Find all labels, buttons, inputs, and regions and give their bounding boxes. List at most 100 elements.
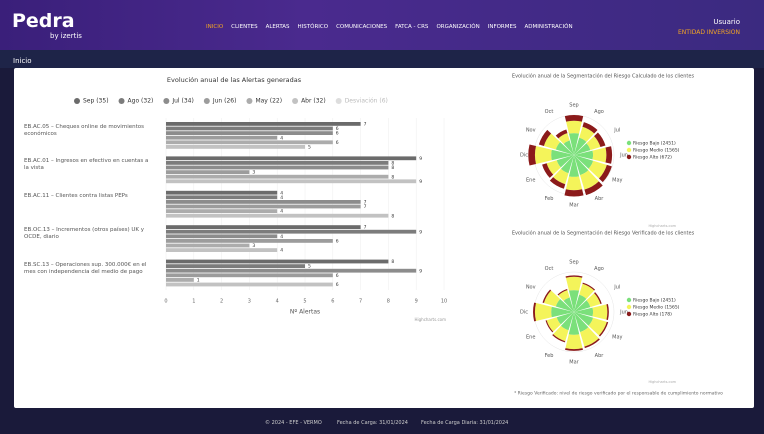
user[interactable]: Usuario bbox=[713, 18, 740, 26]
legend-item[interactable]: Riesgo Bajo (2451) bbox=[633, 298, 676, 304]
bar bbox=[166, 195, 278, 200]
footer-text: Fecha de Carga Diaria: 31/01/2024 bbox=[421, 420, 509, 426]
bar bbox=[166, 200, 361, 204]
data-label: 9 bbox=[419, 229, 422, 235]
bar bbox=[166, 204, 361, 209]
legend-item[interactable]: Riesgo Alto (178) bbox=[633, 312, 672, 318]
nav-item[interactable]: INFORMES bbox=[487, 24, 517, 30]
legend-item[interactable]: May (22) bbox=[255, 98, 282, 105]
legend-item[interactable]: Abr (32) bbox=[301, 98, 326, 105]
axis-label: Ene bbox=[526, 178, 535, 184]
bar bbox=[166, 248, 278, 252]
polar-segment bbox=[574, 155, 594, 169]
data-label: 8 bbox=[391, 174, 394, 180]
legend-item[interactable]: Jul (34) bbox=[171, 98, 193, 105]
polar-segment bbox=[545, 320, 554, 333]
polar-segment bbox=[534, 146, 552, 164]
legend-symbol bbox=[292, 98, 299, 104]
polar-segment bbox=[555, 129, 568, 139]
polar-segment bbox=[574, 307, 594, 317]
axis-label: Nov bbox=[526, 285, 536, 291]
footer bbox=[0, 408, 764, 434]
nav-item[interactable]: FATCA - CRS bbox=[395, 24, 429, 30]
axis-label: May bbox=[612, 335, 622, 341]
polar-segment bbox=[553, 325, 569, 342]
polar-segment bbox=[565, 334, 583, 350]
polar-segment bbox=[594, 132, 606, 148]
credit: Highcharts.com bbox=[415, 317, 447, 322]
polar-segment bbox=[588, 160, 607, 179]
legend-symbol bbox=[626, 147, 632, 153]
nav-item[interactable]: ALERTAS bbox=[265, 24, 290, 30]
legend-item[interactable]: Desviación (6) bbox=[345, 98, 388, 105]
polar-segment bbox=[555, 141, 574, 155]
axis-label: Oct bbox=[545, 266, 554, 272]
polar-segment bbox=[565, 176, 583, 191]
polar-segment bbox=[594, 292, 602, 305]
legend-item[interactable]: Riesgo Medio (1565) bbox=[633, 305, 680, 311]
footer-text: © 2024 - EFE - VERMO bbox=[265, 420, 322, 426]
legend-item[interactable]: Jun (26) bbox=[212, 98, 237, 105]
polar-segment bbox=[586, 293, 601, 308]
header: Pedra by izertis INICIO CLIENTES ALERTAS HI… bbox=[0, 0, 764, 50]
polar-segment bbox=[574, 137, 587, 155]
x-tick-label: 5 bbox=[303, 299, 306, 305]
axis-label: Feb bbox=[545, 353, 554, 359]
axis-label: Nov bbox=[526, 128, 536, 134]
polar-segment bbox=[551, 306, 574, 318]
data-label: 9 bbox=[419, 156, 422, 162]
legend-item[interactable]: Riesgo Alto (672) bbox=[633, 155, 672, 161]
polar-segment bbox=[580, 170, 599, 190]
axis-label: Sep bbox=[569, 260, 578, 266]
axis-label: Ago bbox=[594, 109, 604, 115]
axis-label: Abr bbox=[595, 353, 605, 359]
data-label: 6 bbox=[336, 282, 339, 288]
bar bbox=[166, 126, 333, 131]
polar-segment bbox=[568, 290, 580, 312]
x-tick-label: 9 bbox=[415, 299, 418, 305]
nav-item[interactable]: ADMINISTRACIÓN bbox=[524, 24, 573, 30]
x-tick-label: 2 bbox=[220, 299, 223, 305]
polar-segment bbox=[592, 304, 608, 320]
nav-item[interactable]: COMUNICACIONES bbox=[336, 24, 388, 30]
polar-segment bbox=[563, 140, 574, 155]
data-label: 4 bbox=[280, 195, 283, 201]
data-label: 4 bbox=[280, 135, 283, 141]
bar bbox=[166, 273, 333, 278]
data-label: 6 bbox=[336, 131, 339, 137]
bar bbox=[166, 234, 278, 239]
polar-segment bbox=[546, 160, 561, 175]
data-label: 7 bbox=[364, 204, 367, 210]
polar-segment bbox=[574, 155, 589, 176]
bar bbox=[166, 131, 333, 135]
card bbox=[14, 68, 754, 408]
x-tick-label: 0 bbox=[164, 299, 167, 305]
legend-item[interactable]: Sep (35) bbox=[83, 98, 109, 105]
credit: Highcharts.com bbox=[648, 224, 676, 228]
nav-item[interactable]: ORGANIZACIÓN bbox=[436, 24, 480, 30]
nav-item[interactable]: INICIO bbox=[206, 24, 224, 30]
x-tick-label: 8 bbox=[387, 299, 390, 305]
data-label: 6 bbox=[336, 140, 339, 146]
axis-label: Jun bbox=[619, 310, 628, 316]
legend-item[interactable]: Ago (32) bbox=[128, 98, 154, 105]
data-label: 5 bbox=[308, 264, 311, 270]
polar-segment bbox=[560, 312, 574, 331]
data-label: 3 bbox=[252, 243, 255, 249]
data-label: 8 bbox=[391, 165, 394, 171]
legend-item[interactable]: Riesgo Bajo (2451) bbox=[633, 141, 676, 147]
polar-segment bbox=[543, 290, 561, 307]
legend-item[interactable]: Riesgo Medio (1565) bbox=[633, 148, 680, 154]
polar-segment bbox=[598, 321, 609, 337]
category-label: EB.AC.05 – Cheques online de movimientos… bbox=[24, 124, 144, 137]
nav-item[interactable]: HISTÓRICO bbox=[297, 24, 329, 30]
logo[interactable]: Pedra bbox=[12, 10, 75, 32]
polar-segment bbox=[546, 317, 561, 332]
axis-label: Mar bbox=[569, 360, 579, 366]
data-label: 6 bbox=[336, 273, 339, 279]
nav-item[interactable]: CLIENTES bbox=[231, 24, 258, 30]
bar bbox=[166, 145, 305, 149]
axis-label: Jul bbox=[613, 285, 620, 291]
bar bbox=[166, 268, 417, 273]
